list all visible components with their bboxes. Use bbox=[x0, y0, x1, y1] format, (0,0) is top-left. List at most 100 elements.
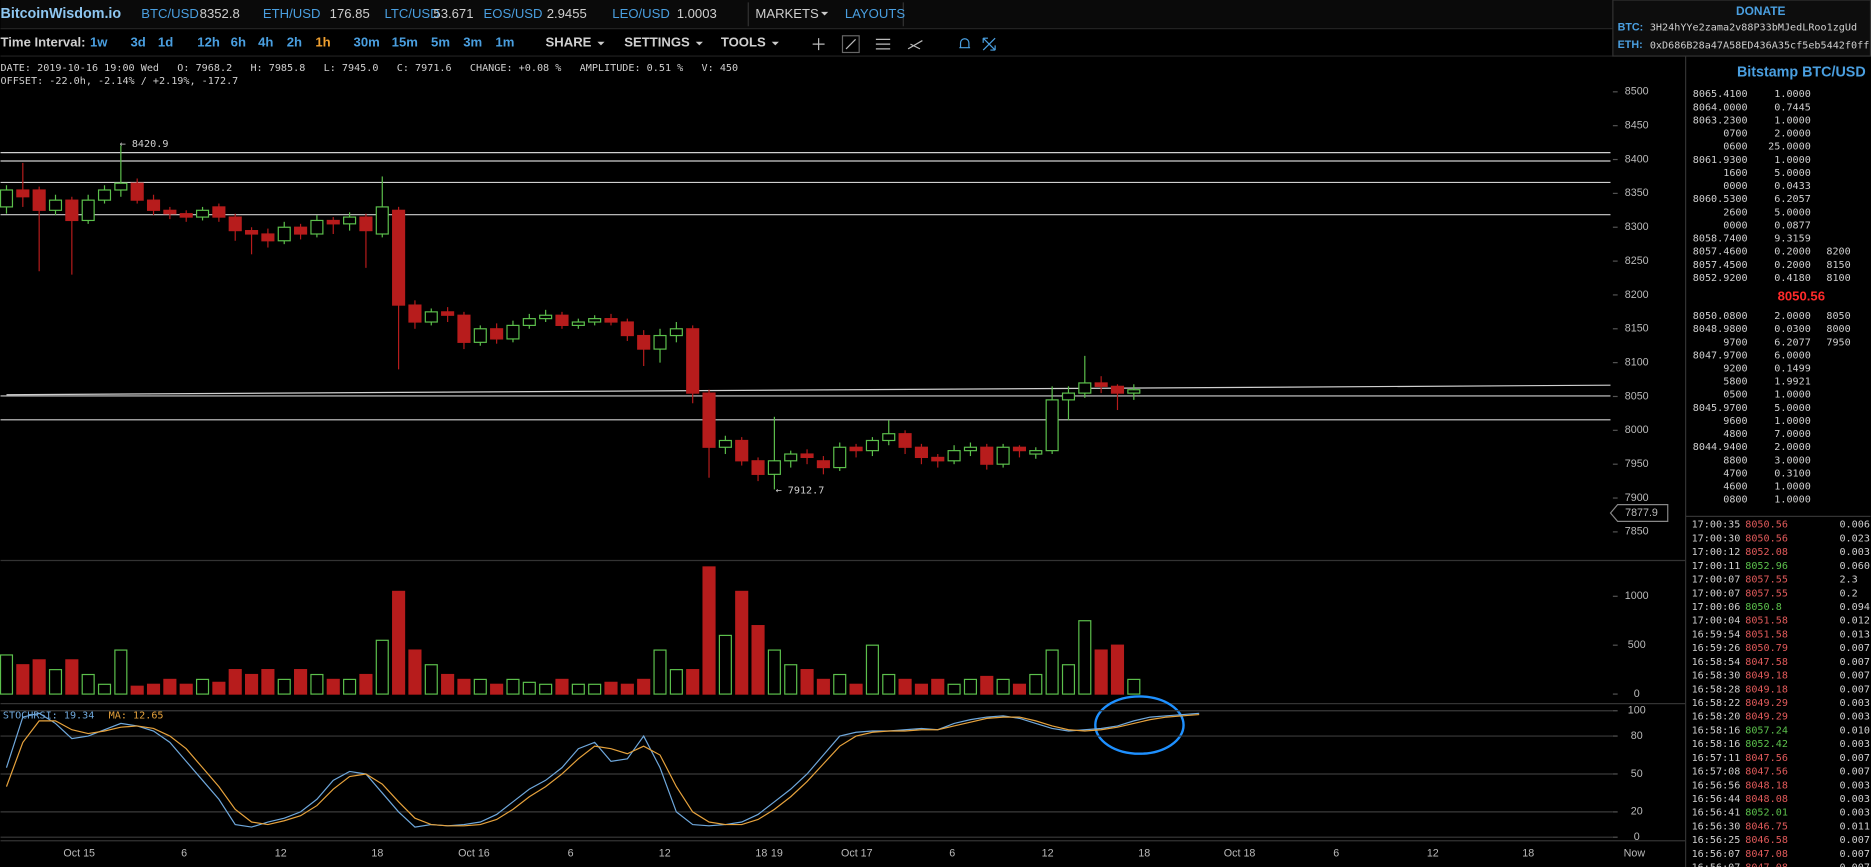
ticker-pair[interactable]: BTC/USD bbox=[141, 6, 199, 21]
crosshair-icon[interactable] bbox=[812, 38, 825, 51]
interval-button[interactable]: 3m bbox=[463, 34, 482, 49]
volume-bar bbox=[539, 683, 553, 695]
volume-bar bbox=[277, 678, 291, 695]
volume-bar bbox=[326, 678, 340, 695]
trade-time: 17:00:07 bbox=[1692, 575, 1741, 586]
bid-price: 9700 bbox=[1723, 337, 1747, 348]
trade-amount: 0.007 bbox=[1839, 753, 1869, 764]
interval-button[interactable]: 6h bbox=[231, 34, 246, 49]
depth-label: 8150 bbox=[1826, 260, 1850, 271]
trade-price: 8049.18 bbox=[1745, 684, 1788, 695]
volume-bar bbox=[686, 669, 700, 695]
y-tick-label: 80 bbox=[1631, 730, 1643, 742]
y-tick-label: 8300 bbox=[1625, 221, 1649, 233]
candle-body bbox=[898, 433, 912, 448]
interval-button[interactable]: 1d bbox=[158, 34, 173, 49]
hline-icon[interactable] bbox=[875, 38, 891, 50]
volume-bar bbox=[522, 681, 536, 695]
volume-bar bbox=[1045, 649, 1059, 695]
candle-body bbox=[702, 392, 716, 448]
trade-time: 16:56:41 bbox=[1692, 808, 1741, 819]
toolbar-menu[interactable]: SHARE bbox=[546, 34, 592, 49]
candle-body bbox=[865, 439, 879, 452]
interval-button[interactable]: 15m bbox=[392, 34, 418, 49]
ask-price: 0000 bbox=[1723, 181, 1747, 192]
candle-body bbox=[294, 226, 308, 235]
interval-button[interactable]: 1m bbox=[495, 34, 514, 49]
ticker-pair[interactable]: LTC/USD bbox=[385, 6, 440, 21]
toolbar-menu[interactable]: SETTINGS bbox=[624, 34, 690, 49]
interval-button[interactable]: 1w bbox=[90, 34, 108, 49]
ticker-pair[interactable]: ETH/USD bbox=[263, 6, 321, 21]
trade-amount: 0.010 bbox=[1839, 725, 1869, 736]
bid-price: 8044.9400 bbox=[1693, 442, 1748, 453]
ask-price: 8057.4500 bbox=[1693, 260, 1748, 271]
volume-bar bbox=[816, 678, 830, 695]
bid-price: 0500 bbox=[1723, 390, 1747, 401]
y-tick-label: 8250 bbox=[1625, 255, 1649, 267]
volume-bar bbox=[146, 683, 161, 695]
last-price-box bbox=[1609, 504, 1669, 522]
interval-button[interactable]: 4h bbox=[258, 34, 273, 49]
candle-body bbox=[81, 199, 95, 222]
bid-amount: 5.0000 bbox=[1774, 403, 1811, 414]
volume-bar bbox=[963, 678, 978, 695]
toolbar-menu[interactable]: TOOLS bbox=[721, 34, 766, 49]
trade-time: 16:58:30 bbox=[1692, 671, 1741, 682]
volume-bar bbox=[751, 625, 765, 695]
x-tick-label: Now bbox=[1624, 848, 1646, 860]
alert-icon[interactable] bbox=[959, 38, 971, 49]
fullscreen-icon[interactable] bbox=[982, 37, 996, 51]
interval-button[interactable]: 30m bbox=[354, 34, 380, 49]
trade-price: 8052.42 bbox=[1745, 739, 1788, 750]
drawn-line[interactable] bbox=[6, 384, 1611, 396]
dropdown-caret bbox=[695, 41, 703, 46]
interval-button[interactable]: 1h bbox=[315, 34, 330, 49]
donate-title[interactable]: DONATE bbox=[1736, 4, 1785, 18]
candle-body bbox=[1110, 385, 1125, 394]
volume-bar bbox=[898, 678, 912, 695]
trade-time: 16:56:07 bbox=[1692, 849, 1741, 860]
fib-icon[interactable] bbox=[907, 40, 923, 50]
trade-time: 16:58:16 bbox=[1692, 739, 1741, 750]
volume-bar bbox=[32, 659, 46, 695]
trade-amount: 0.007 bbox=[1839, 684, 1869, 695]
y-tick-label: 7850 bbox=[1625, 526, 1649, 538]
ticker-price: 8352.8 bbox=[200, 6, 240, 21]
bid-price: 4700 bbox=[1723, 468, 1747, 479]
trade-amount: 0.007 bbox=[1839, 863, 1869, 867]
candle-body bbox=[914, 446, 928, 459]
ticker-pair[interactable]: LEO/USD bbox=[612, 6, 670, 21]
interval-button[interactable]: 12h bbox=[197, 34, 220, 49]
y-tick-label: 7950 bbox=[1625, 458, 1649, 470]
menu-item[interactable]: LAYOUTS bbox=[845, 6, 905, 21]
interval-button[interactable]: 5m bbox=[431, 34, 450, 49]
volume-bar bbox=[359, 673, 373, 695]
candle-body bbox=[767, 460, 781, 475]
ticker-price: 2.9455 bbox=[547, 6, 587, 21]
line-tool-icon[interactable] bbox=[841, 35, 860, 54]
ask-price: 8052.9200 bbox=[1693, 273, 1748, 284]
ask-amount: 1.0000 bbox=[1774, 89, 1811, 100]
x-tick-label: Oct 15 bbox=[63, 848, 95, 860]
bid-amount: 2.0000 bbox=[1774, 442, 1811, 453]
brand[interactable]: BitcoinWisdom.io bbox=[1, 6, 122, 22]
volume-bar bbox=[408, 649, 422, 695]
trade-price: 8051.58 bbox=[1745, 616, 1788, 627]
volume-bar bbox=[114, 649, 128, 695]
volume-bar bbox=[1094, 649, 1108, 695]
volume-bar bbox=[620, 683, 634, 695]
volume-bar bbox=[865, 644, 879, 695]
ticker-pair[interactable]: EOS/USD bbox=[484, 6, 543, 21]
y-tick-label: 8150 bbox=[1625, 323, 1649, 335]
volume-bar bbox=[947, 683, 961, 695]
stoch-line bbox=[5, 713, 1200, 827]
interval-button[interactable]: 2h bbox=[287, 34, 302, 49]
interval-button[interactable]: 3d bbox=[131, 34, 146, 49]
trade-time: 16:56:44 bbox=[1692, 794, 1741, 805]
volume-bar bbox=[163, 678, 177, 695]
volume-bar bbox=[800, 669, 814, 695]
menu-item[interactable]: MARKETS bbox=[755, 6, 819, 21]
volume-bar bbox=[294, 669, 308, 695]
x-tick-label: 6 bbox=[949, 848, 955, 860]
